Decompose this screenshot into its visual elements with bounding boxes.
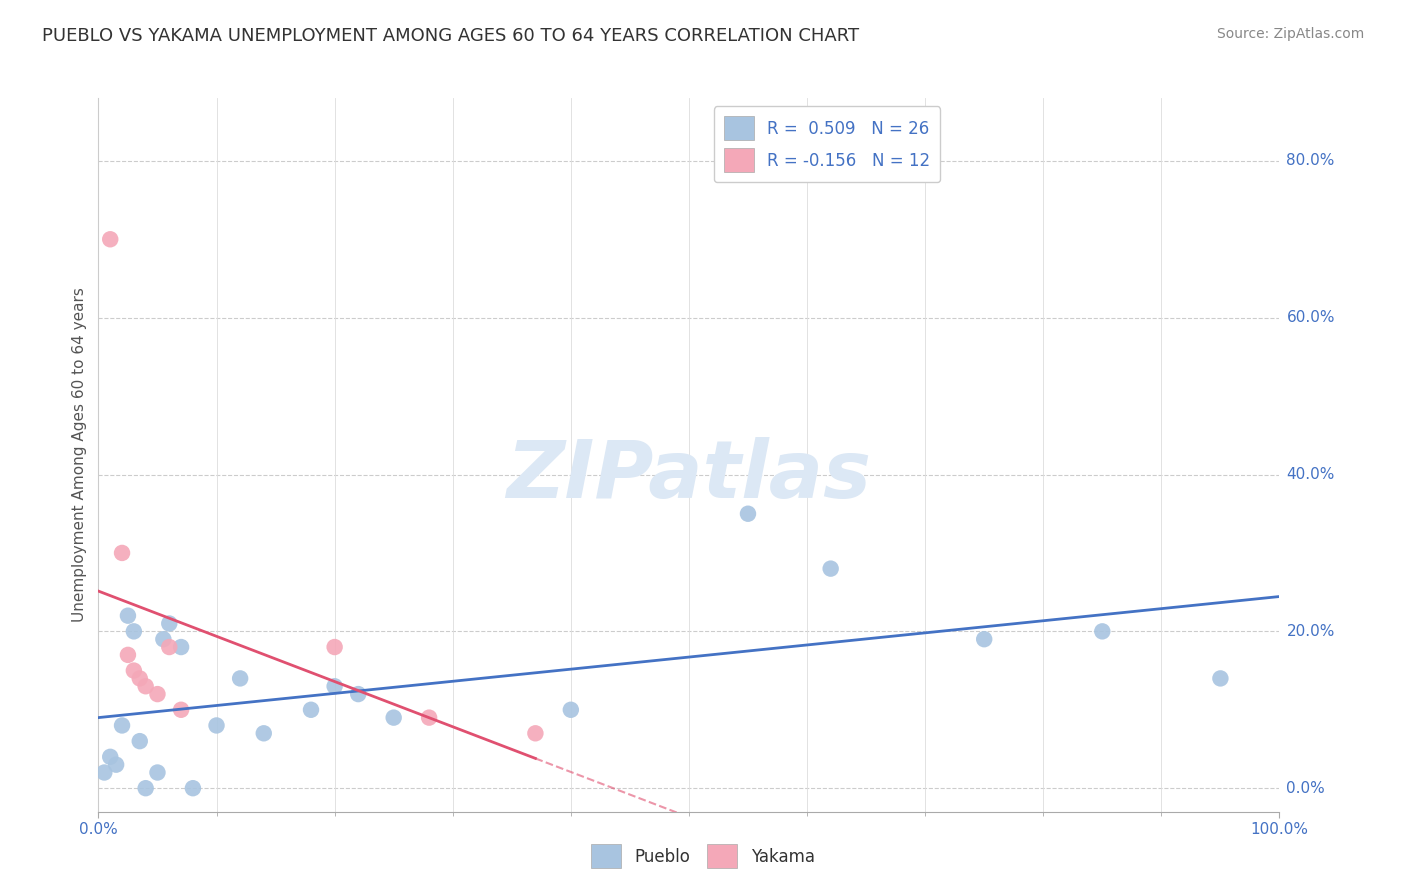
Y-axis label: Unemployment Among Ages 60 to 64 years: Unemployment Among Ages 60 to 64 years xyxy=(72,287,87,623)
Point xyxy=(128,734,150,748)
Text: PUEBLO VS YAKAMA UNEMPLOYMENT AMONG AGES 60 TO 64 YEARS CORRELATION CHART: PUEBLO VS YAKAMA UNEMPLOYMENT AMONG AGES… xyxy=(42,27,859,45)
Point xyxy=(117,648,139,662)
Point xyxy=(418,711,440,725)
Text: 60.0%: 60.0% xyxy=(1286,310,1334,326)
Point xyxy=(157,616,180,631)
Point xyxy=(205,718,228,732)
Point xyxy=(299,703,322,717)
Point xyxy=(122,624,145,639)
Point xyxy=(1091,624,1114,639)
Point xyxy=(135,781,157,796)
Legend: Pueblo, Yakama: Pueblo, Yakama xyxy=(585,838,821,875)
Point xyxy=(98,232,121,246)
Point xyxy=(146,765,169,780)
Text: 40.0%: 40.0% xyxy=(1286,467,1334,482)
Point xyxy=(152,632,174,647)
Point xyxy=(820,561,842,575)
Point xyxy=(323,640,346,654)
Point xyxy=(128,672,150,686)
Point xyxy=(323,679,346,693)
Legend: R =  0.509   N = 26, R = -0.156   N = 12: R = 0.509 N = 26, R = -0.156 N = 12 xyxy=(714,106,941,182)
Point xyxy=(117,608,139,623)
Point xyxy=(253,726,276,740)
Text: 20.0%: 20.0% xyxy=(1286,624,1334,639)
Point xyxy=(170,703,193,717)
Point xyxy=(93,765,115,780)
Text: 80.0%: 80.0% xyxy=(1286,153,1334,169)
Point xyxy=(105,757,128,772)
Text: Source: ZipAtlas.com: Source: ZipAtlas.com xyxy=(1216,27,1364,41)
Point xyxy=(1209,672,1232,686)
Point xyxy=(229,672,252,686)
Point xyxy=(973,632,995,647)
Point xyxy=(122,664,145,678)
Point xyxy=(98,749,121,764)
Point xyxy=(560,703,582,717)
Point xyxy=(111,718,134,732)
Point xyxy=(170,640,193,654)
Point xyxy=(524,726,547,740)
Point xyxy=(146,687,169,701)
Point xyxy=(347,687,370,701)
Point xyxy=(382,711,405,725)
Point xyxy=(111,546,134,560)
Text: ZIPatlas: ZIPatlas xyxy=(506,437,872,516)
Point xyxy=(181,781,204,796)
Text: 0.0%: 0.0% xyxy=(1286,780,1326,796)
Point xyxy=(737,507,759,521)
Point xyxy=(157,640,180,654)
Point xyxy=(135,679,157,693)
